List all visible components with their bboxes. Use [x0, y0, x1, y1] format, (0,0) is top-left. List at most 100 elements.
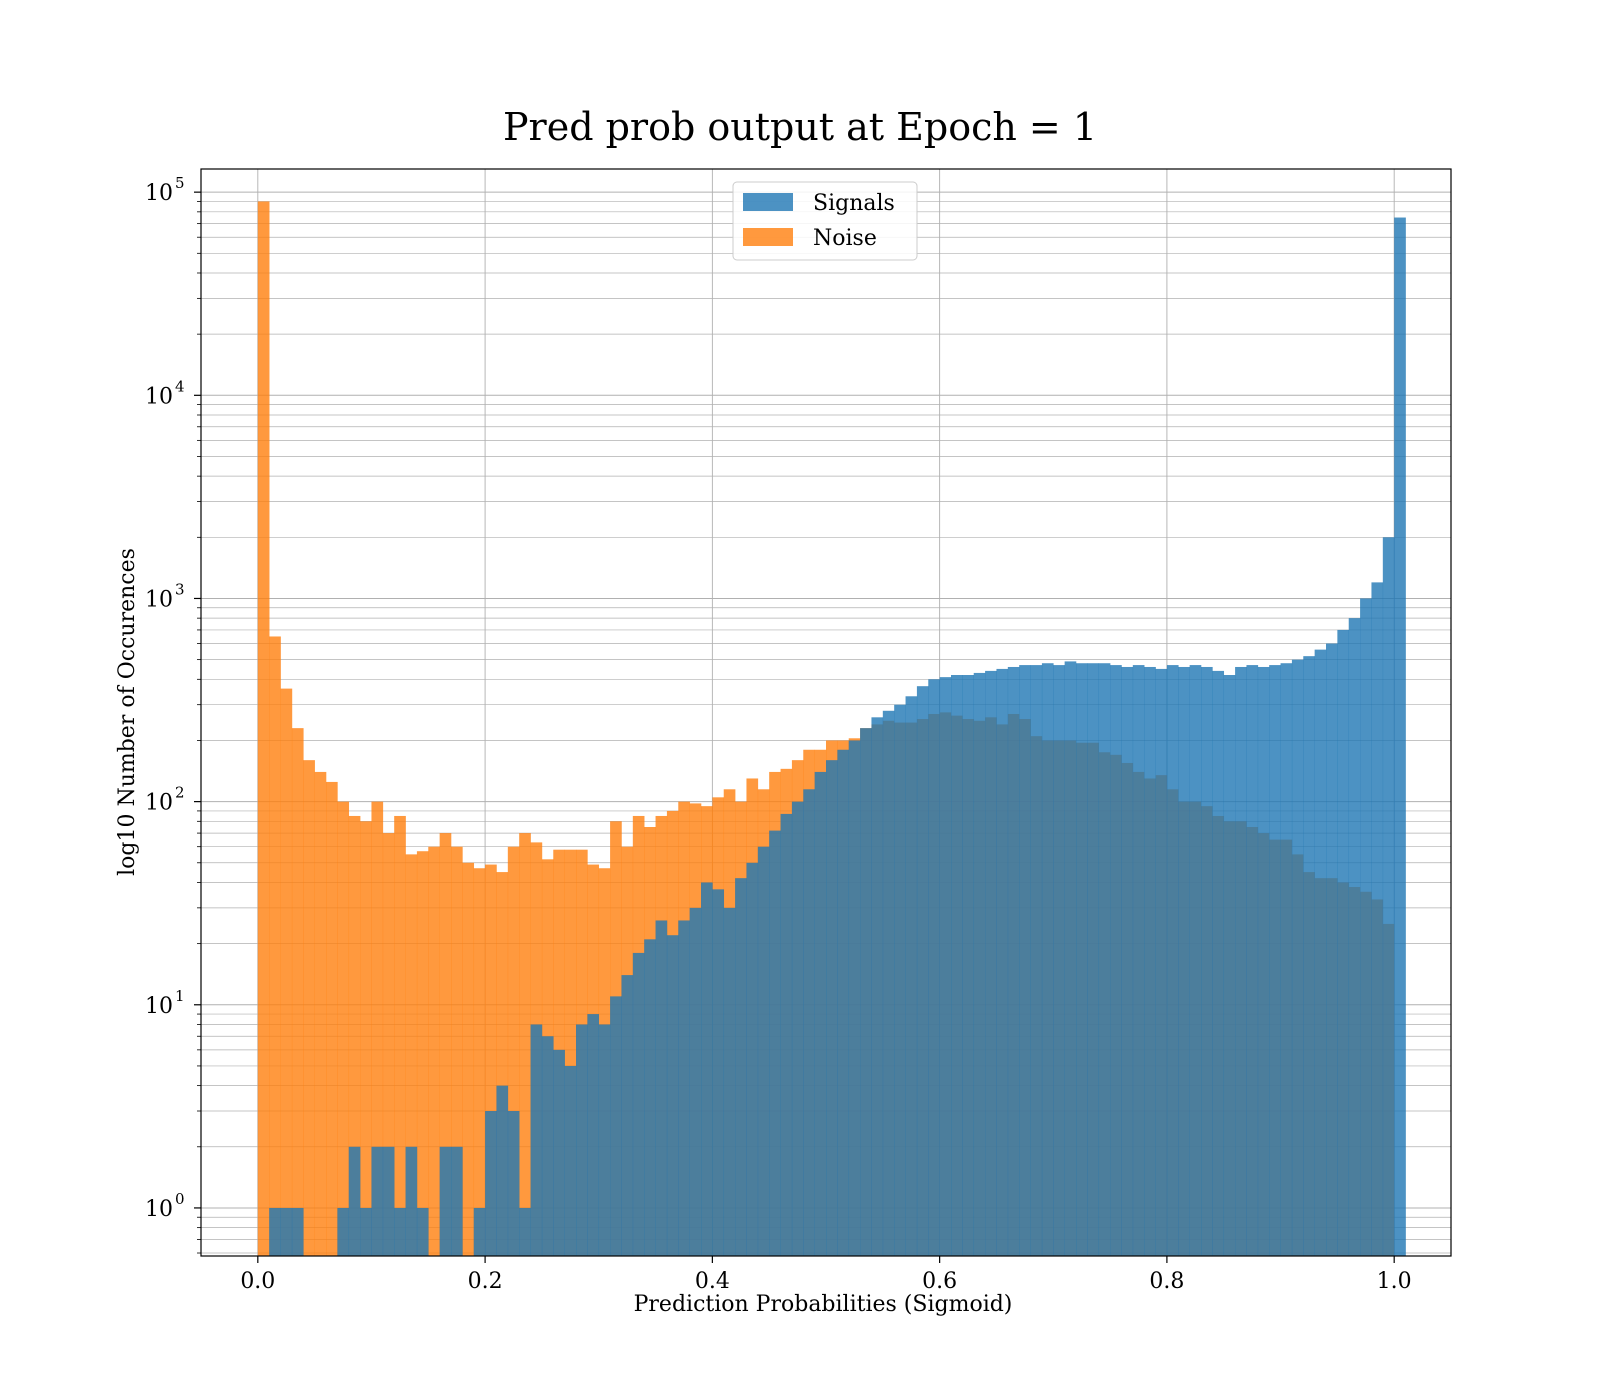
- histogram-bar-noise: [519, 833, 531, 1256]
- legend: Signals Noise: [732, 181, 918, 261]
- histogram-bar-signals: [1337, 629, 1350, 1256]
- histogram-bar-signals: [553, 1049, 565, 1256]
- histogram-bar-signals: [860, 728, 872, 1256]
- x-axis-label: Prediction Probabilities (Sigmoid): [634, 1292, 1013, 1317]
- plot-frame: [200, 168, 1452, 1257]
- histogram-bar-signals: [837, 749, 850, 1256]
- histogram-bar-noise: [439, 833, 452, 1256]
- x-axis-ticks: 0.0 0.2 0.4 0.6 0.8 1.0: [240, 1256, 1412, 1294]
- histogram-bar-signals: [269, 1207, 281, 1256]
- signals-series: [269, 217, 1406, 1257]
- legend-swatch-noise: [743, 228, 793, 246]
- histogram-bar-signals: [632, 952, 645, 1256]
- histogram-bar-signals: [871, 717, 884, 1256]
- histogram-bar-signals: [371, 1146, 384, 1256]
- histogram-bar-signals: [1212, 670, 1225, 1256]
- histogram-bar-signals: [1291, 659, 1304, 1256]
- histogram-bar-signals: [1076, 663, 1088, 1256]
- histogram-bar-signals: [1326, 643, 1338, 1256]
- histogram-bar-signals: [1246, 665, 1259, 1256]
- histogram-bar-signals: [1280, 663, 1293, 1256]
- histogram-bar-noise: [462, 862, 475, 1256]
- histogram-bar-signals: [1189, 665, 1202, 1256]
- histogram-bar-noise: [382, 833, 395, 1256]
- histogram-bar-signals: [1269, 665, 1281, 1256]
- histogram-bar-signals: [735, 878, 747, 1256]
- x-tick-label: 0.4: [695, 1269, 730, 1294]
- y-tick-exponent: 2: [175, 784, 185, 802]
- histogram-bar-signals: [405, 1146, 418, 1256]
- legend-label-signals: Signals: [813, 191, 895, 216]
- histogram-bar-signals: [894, 704, 906, 1256]
- y-tick-exponent: 3: [175, 580, 185, 598]
- histogram-bar-signals: [985, 670, 997, 1256]
- y-tick-exponent: 5: [175, 174, 185, 192]
- histogram-bar-signals: [848, 740, 861, 1256]
- histogram-bar-signals: [882, 710, 895, 1256]
- histogram-bar-noise: [291, 728, 304, 1256]
- histogram-bar-noise: [371, 801, 384, 1256]
- y-tick-label: 10: [145, 791, 173, 816]
- y-tick-exponent: 4: [175, 377, 185, 395]
- histogram-bar-signals: [1371, 582, 1384, 1256]
- histogram-bar-noise: [394, 815, 406, 1256]
- histogram-bar-signals: [1087, 663, 1100, 1256]
- histogram-bar-signals: [451, 1146, 463, 1256]
- histogram-bar-signals: [757, 846, 770, 1256]
- y-tick-exponent: 0: [175, 1190, 185, 1208]
- y-tick-label: 10: [145, 587, 173, 612]
- histogram-bar-noise: [428, 846, 440, 1256]
- y-axis-label: log10 Number of Occurences: [115, 548, 140, 876]
- histogram-bar-signals: [610, 996, 622, 1256]
- histogram-bar-signals: [280, 1207, 293, 1256]
- histogram-bar-signals: [1223, 675, 1236, 1256]
- histogram-bar-signals: [439, 1146, 452, 1256]
- histogram-bar-noise: [496, 872, 509, 1256]
- histogram-bar-signals: [473, 1207, 486, 1256]
- histogram-bar-signals: [905, 696, 918, 1256]
- x-tick-label: 0.8: [1149, 1269, 1184, 1294]
- histogram-bar-signals: [291, 1207, 304, 1256]
- histogram-bar-signals: [701, 882, 713, 1256]
- histogram-bar-noise: [473, 868, 486, 1256]
- histogram-bar-signals: [541, 1036, 554, 1256]
- histogram-bar-signals: [928, 679, 940, 1256]
- histogram-bar-signals: [587, 1014, 600, 1256]
- histogram-bar-noise: [348, 815, 361, 1256]
- histogram-bar-signals: [1166, 665, 1179, 1256]
- histogram-bar-noise: [257, 201, 270, 1257]
- histogram-bar-signals: [1098, 663, 1111, 1256]
- histogram-bar-signals: [598, 1024, 611, 1256]
- histogram-bar-signals: [337, 1207, 350, 1256]
- histogram-bar-signals: [814, 771, 827, 1256]
- histogram-bar-signals: [1348, 618, 1361, 1256]
- x-tick-label: 0.6: [922, 1269, 957, 1294]
- histogram-bar-signals: [655, 920, 668, 1256]
- histogram-bar-signals: [962, 675, 975, 1256]
- histogram-bar-noise: [303, 760, 315, 1256]
- y-tick-label: 10: [145, 1197, 173, 1222]
- histogram-bar-noise: [360, 821, 372, 1256]
- histogram-bar-signals: [939, 677, 952, 1256]
- histogram-bar-signals: [712, 889, 725, 1256]
- histogram-bar-signals: [1178, 666, 1190, 1256]
- y-tick-label: 10: [145, 181, 173, 206]
- histogram-bar-signals: [973, 672, 986, 1256]
- histogram-bar-signals: [1019, 665, 1031, 1256]
- histogram-bar-signals: [1041, 663, 1054, 1256]
- histogram-bar-signals: [1064, 661, 1077, 1256]
- histogram-bar-noise: [269, 636, 281, 1256]
- histogram-bar-signals: [348, 1146, 361, 1256]
- legend-label-noise: Noise: [813, 226, 877, 251]
- histogram-bar-noise: [405, 854, 418, 1256]
- histogram-bar-signals: [1303, 656, 1315, 1256]
- histogram-bar-noise: [451, 846, 463, 1256]
- histogram-bar-signals: [996, 668, 1009, 1256]
- histogram-bar-signals: [1314, 649, 1327, 1256]
- histogram-bar-signals: [1030, 665, 1043, 1256]
- x-tick-label: 0.2: [468, 1269, 503, 1294]
- histogram-bar-noise: [337, 801, 350, 1256]
- histogram-bar-signals: [1121, 666, 1134, 1256]
- histogram-bar-signals: [564, 1065, 577, 1256]
